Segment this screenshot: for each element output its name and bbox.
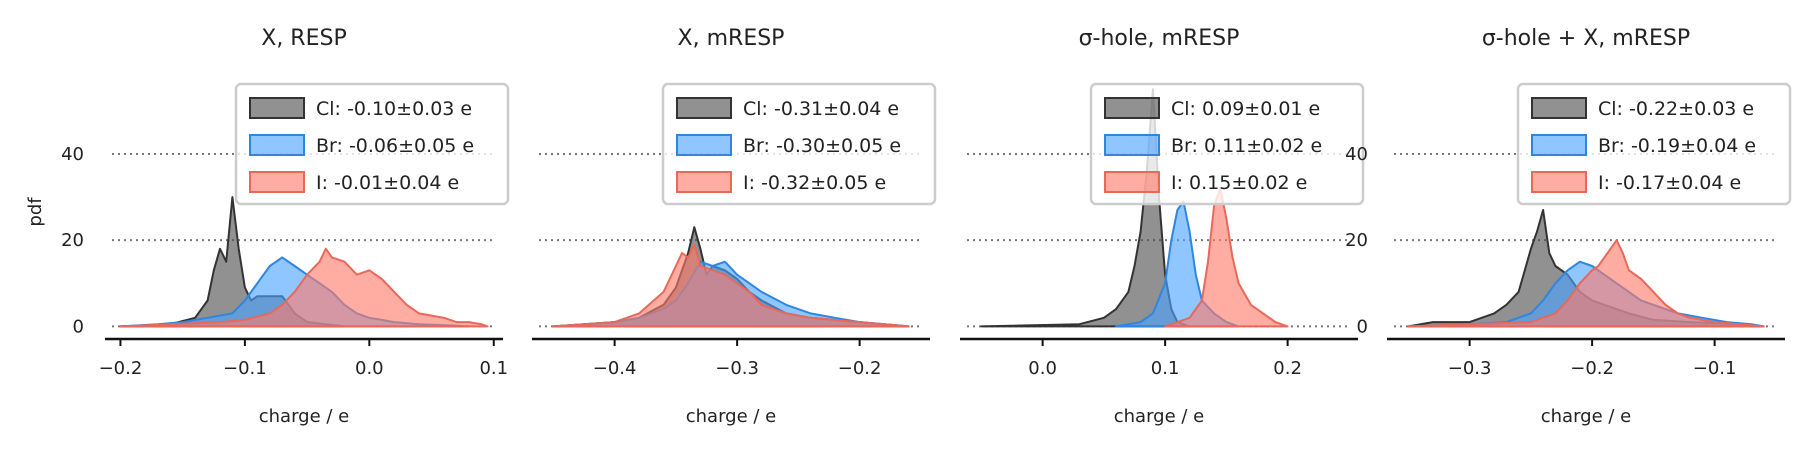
x-tick-label: −0.2 (1570, 358, 1614, 379)
y-tick-label: 0 (1357, 316, 1368, 337)
y-tick-label: 40 (61, 144, 84, 165)
legend-label-br: Br: -0.30±0.05 e (743, 135, 901, 157)
x-tick-label: −0.2 (838, 358, 882, 379)
panel-3: σ-hole, mRESP 0.0 0.1 0.2 charge / e Cl: 0.09… (960, 26, 1365, 427)
legend-label-cl: Cl: -0.31±0.04 e (743, 98, 899, 120)
legend: Cl: -0.10±0.03 e Br: -0.06±0.05 e I: -0.01… (234, 82, 510, 206)
x-tick-label: 0.1 (479, 358, 508, 379)
series-area-i (1407, 239, 1765, 328)
x-tick-label: −0.2 (99, 358, 143, 379)
legend-swatch-i (1104, 171, 1160, 193)
panel-title: X, RESP (261, 26, 346, 51)
legend-label-i: I: -0.32±0.05 e (743, 172, 886, 194)
x-axis-label: charge / e (686, 406, 777, 427)
panel-1: X, RESP 0 20 40 −0.2 −0.1 0.0 0.1 charge / e Cl: … (61, 26, 510, 427)
legend-label-i: I: 0.15±0.02 e (1171, 172, 1307, 194)
x-tick-label: −0.1 (223, 358, 267, 379)
legend-swatch-i (676, 171, 732, 193)
legend-swatch-cl (676, 97, 732, 119)
panel-title: X, mRESP (678, 26, 785, 51)
series-area-i (1164, 187, 1289, 328)
panel-2: X, mRESP −0.4 −0.3 −0.2 charge / e Cl: -0.31±… (532, 26, 937, 427)
x-axis-label: charge / e (1541, 406, 1632, 427)
y-tick-label: 20 (1345, 230, 1368, 251)
x-tick-label: 0.0 (355, 358, 384, 379)
x-tick-label: 0.2 (1273, 358, 1302, 379)
legend-swatch-br (676, 134, 732, 156)
x-axis-label: charge / e (259, 406, 350, 427)
legend-swatch-i (249, 171, 305, 193)
legend-label-i: I: -0.01±0.04 e (316, 172, 459, 194)
legend-swatch-br (1104, 134, 1160, 156)
legend: Cl: -0.31±0.04 e Br: -0.30±0.05 e I: -0.32… (661, 82, 937, 206)
x-tick-label: −0.3 (1448, 358, 1492, 379)
series-area-i (552, 243, 910, 328)
panels: X, RESP 0 20 40 −0.2 −0.1 0.0 0.1 charge / e Cl: … (61, 26, 1792, 427)
legend-label-br: Br: -0.19±0.04 e (1598, 135, 1756, 157)
legend-swatch-i (1531, 171, 1587, 193)
y-axis-label: pdf (25, 197, 46, 227)
panel-title: σ-hole, mRESP (1079, 26, 1240, 51)
series-area-i (119, 247, 489, 328)
legend-label-cl: Cl: 0.09±0.01 e (1171, 98, 1320, 120)
x-tick-label: −0.3 (715, 358, 759, 379)
legend-label-cl: Cl: -0.10±0.03 e (316, 98, 472, 120)
x-tick-label: −0.4 (593, 358, 637, 379)
legend-swatch-cl (1104, 97, 1160, 119)
legend-swatch-br (1531, 134, 1587, 156)
legend-label-br: Br: -0.06±0.05 e (316, 135, 474, 157)
legend-label-br: Br: 0.11±0.02 e (1171, 135, 1322, 157)
legend-swatch-cl (1531, 97, 1587, 119)
legend-label-i: I: -0.17±0.04 e (1598, 172, 1741, 194)
x-tick-label: 0.0 (1028, 358, 1057, 379)
legend: Cl: -0.22±0.03 e Br: -0.19±0.04 e I: -0.17… (1516, 82, 1792, 206)
legend-label-cl: Cl: -0.22±0.03 e (1598, 98, 1754, 120)
panel-4: σ-hole + X, mRESP 0 20 40 −0.3 −0.2 −0.1 charge… (1345, 26, 1792, 427)
legend-swatch-br (249, 134, 305, 156)
y-tick-label: 20 (61, 230, 84, 251)
x-tick-label: 0.1 (1151, 358, 1180, 379)
x-axis-label: charge / e (1114, 406, 1205, 427)
panel-title: σ-hole + X, mRESP (1482, 26, 1690, 51)
y-tick-label: 0 (73, 316, 84, 337)
x-tick-label: −0.1 (1693, 358, 1737, 379)
legend: Cl: 0.09±0.01 e Br: 0.11±0.02 e I: 0.15±0.… (1089, 82, 1365, 206)
y-tick-label: 40 (1345, 144, 1368, 165)
legend-swatch-cl (249, 97, 305, 119)
